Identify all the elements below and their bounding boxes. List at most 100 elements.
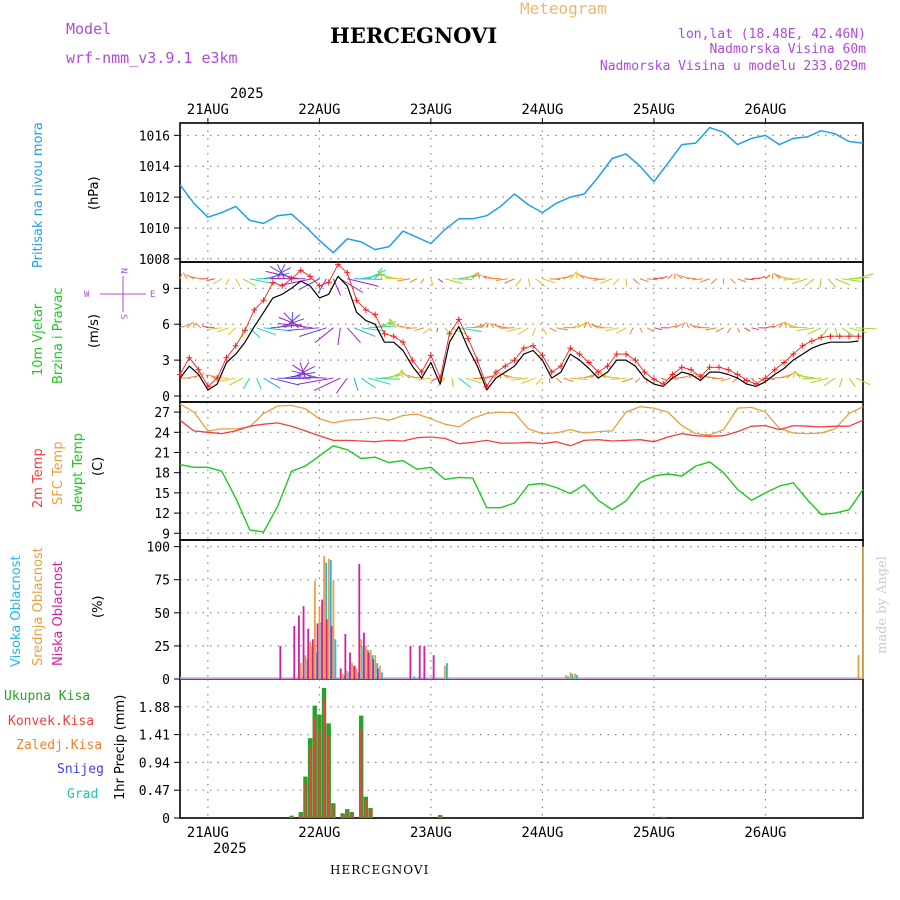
wind-arrow [489, 322, 495, 329]
wind-arrow [291, 370, 320, 379]
wind-arrow [495, 325, 508, 329]
gust-marker [502, 363, 509, 370]
wind-arrow [409, 278, 418, 283]
wind-arrow [227, 327, 237, 336]
precip-bar-conv [439, 815, 442, 818]
cloud-bar-mid [569, 672, 572, 679]
cloud-ylabel-high: Visoka Oblacnost [9, 555, 24, 667]
wind-arrow [842, 278, 862, 283]
bottom-day-label: 23AUG [410, 825, 452, 841]
wind-arrow [674, 323, 682, 329]
wind-arrow [793, 371, 808, 379]
gust-marker [734, 371, 741, 378]
wind-arrow [422, 327, 432, 334]
wind-arrow [388, 318, 392, 328]
wind-arrow [834, 278, 851, 286]
wind-arrow [249, 278, 273, 284]
wind-arrow [731, 377, 738, 383]
wind-arrow [616, 327, 627, 334]
wind-arrow [841, 327, 854, 336]
wind-arrow [570, 377, 588, 381]
wind-arrow [504, 376, 522, 379]
cloud-bar-mid [862, 546, 864, 679]
precip-units: 1hr Precip (mm) [113, 695, 128, 800]
pressure-line [179, 126, 864, 254]
wind-arrow [791, 278, 808, 285]
precip-bar-conv [364, 800, 367, 818]
t2m-line [179, 419, 864, 447]
wind-arrow [689, 323, 696, 329]
wind-arrow [430, 377, 439, 382]
precip-bar-conv [290, 816, 293, 818]
wind-arrow [758, 275, 766, 280]
gust-marker [762, 375, 769, 382]
wind-arrow [510, 377, 529, 381]
wind-arrow [219, 377, 236, 382]
y-tick-label: 1016 [139, 129, 170, 144]
wind-arrow [263, 377, 281, 389]
legend-total: Ukupna Kisa [4, 689, 90, 704]
cloud-bar-low [339, 668, 342, 679]
wind-arrow [479, 322, 488, 329]
bottom-day-label: 26AUG [744, 825, 786, 841]
wind-arrow [699, 278, 710, 283]
wind-arrow [593, 278, 606, 281]
wind-arrow [563, 377, 574, 382]
gust-marker [400, 339, 407, 346]
wind-arrow [472, 272, 478, 280]
wind-arrow [783, 278, 801, 281]
cloud-bar-low [376, 668, 379, 679]
wind-arrow [249, 327, 261, 339]
temp-ylabel-2m: 2m Temp [31, 448, 46, 508]
gust-marker [530, 342, 537, 349]
wind-arrow [751, 277, 760, 280]
sfc-temp-line [179, 403, 864, 436]
cloud-bar-low [321, 599, 324, 679]
panels: 1008101010121014101603699121518212427025… [139, 122, 877, 827]
wind-speed-line [179, 275, 859, 391]
gust-marker [771, 366, 778, 373]
gust-marker [288, 275, 295, 282]
gust-marker [753, 381, 760, 388]
wind-arrow [256, 327, 276, 336]
wind-arrow [786, 372, 794, 379]
gust-marker [344, 269, 351, 276]
temp-ylabel-dew: dewpt Temp [71, 433, 86, 512]
y-tick-label: 100 [147, 541, 170, 556]
wind-arrow [634, 377, 641, 383]
wind-arrow [182, 272, 188, 280]
gust-marker [511, 357, 518, 364]
gust-marker [613, 351, 620, 358]
wind-arrow [796, 327, 815, 332]
wind-arrow [444, 327, 452, 337]
wind-arrow [819, 278, 822, 288]
wind-arrow [646, 278, 658, 281]
wind-arrow [737, 278, 747, 283]
top-year-label: 2025 [230, 86, 264, 102]
cloud-bar-low [409, 645, 412, 679]
gust-marker [595, 369, 602, 376]
gust-marker [307, 273, 314, 280]
gust-marker [846, 333, 853, 340]
cloud-bar-low [298, 615, 300, 679]
wind-arrow [451, 327, 467, 335]
precip-bar-total [661, 816, 666, 818]
cloud-bar-low [349, 652, 351, 679]
cloud-bar-mid [360, 639, 363, 679]
cloud-bar-mid [574, 673, 576, 679]
bottom-year-label: 2025 [213, 841, 247, 857]
coords-label: lon,lat (18.48E, 42.46N) [678, 27, 866, 42]
gust-marker [204, 383, 211, 390]
wind-arrow [482, 275, 487, 280]
wind-arrow [346, 327, 361, 343]
gust-marker [697, 373, 704, 380]
gust-marker [437, 375, 444, 382]
wind-arrow [794, 370, 801, 379]
wind-arrow [430, 278, 434, 286]
wind-arrow [576, 321, 587, 329]
wind-arrow [685, 277, 696, 280]
precip-bar-conv [304, 782, 307, 818]
cloud-bar-mid [365, 645, 367, 679]
wind-arrow [772, 323, 781, 329]
cloud-bar-mid [318, 606, 321, 679]
